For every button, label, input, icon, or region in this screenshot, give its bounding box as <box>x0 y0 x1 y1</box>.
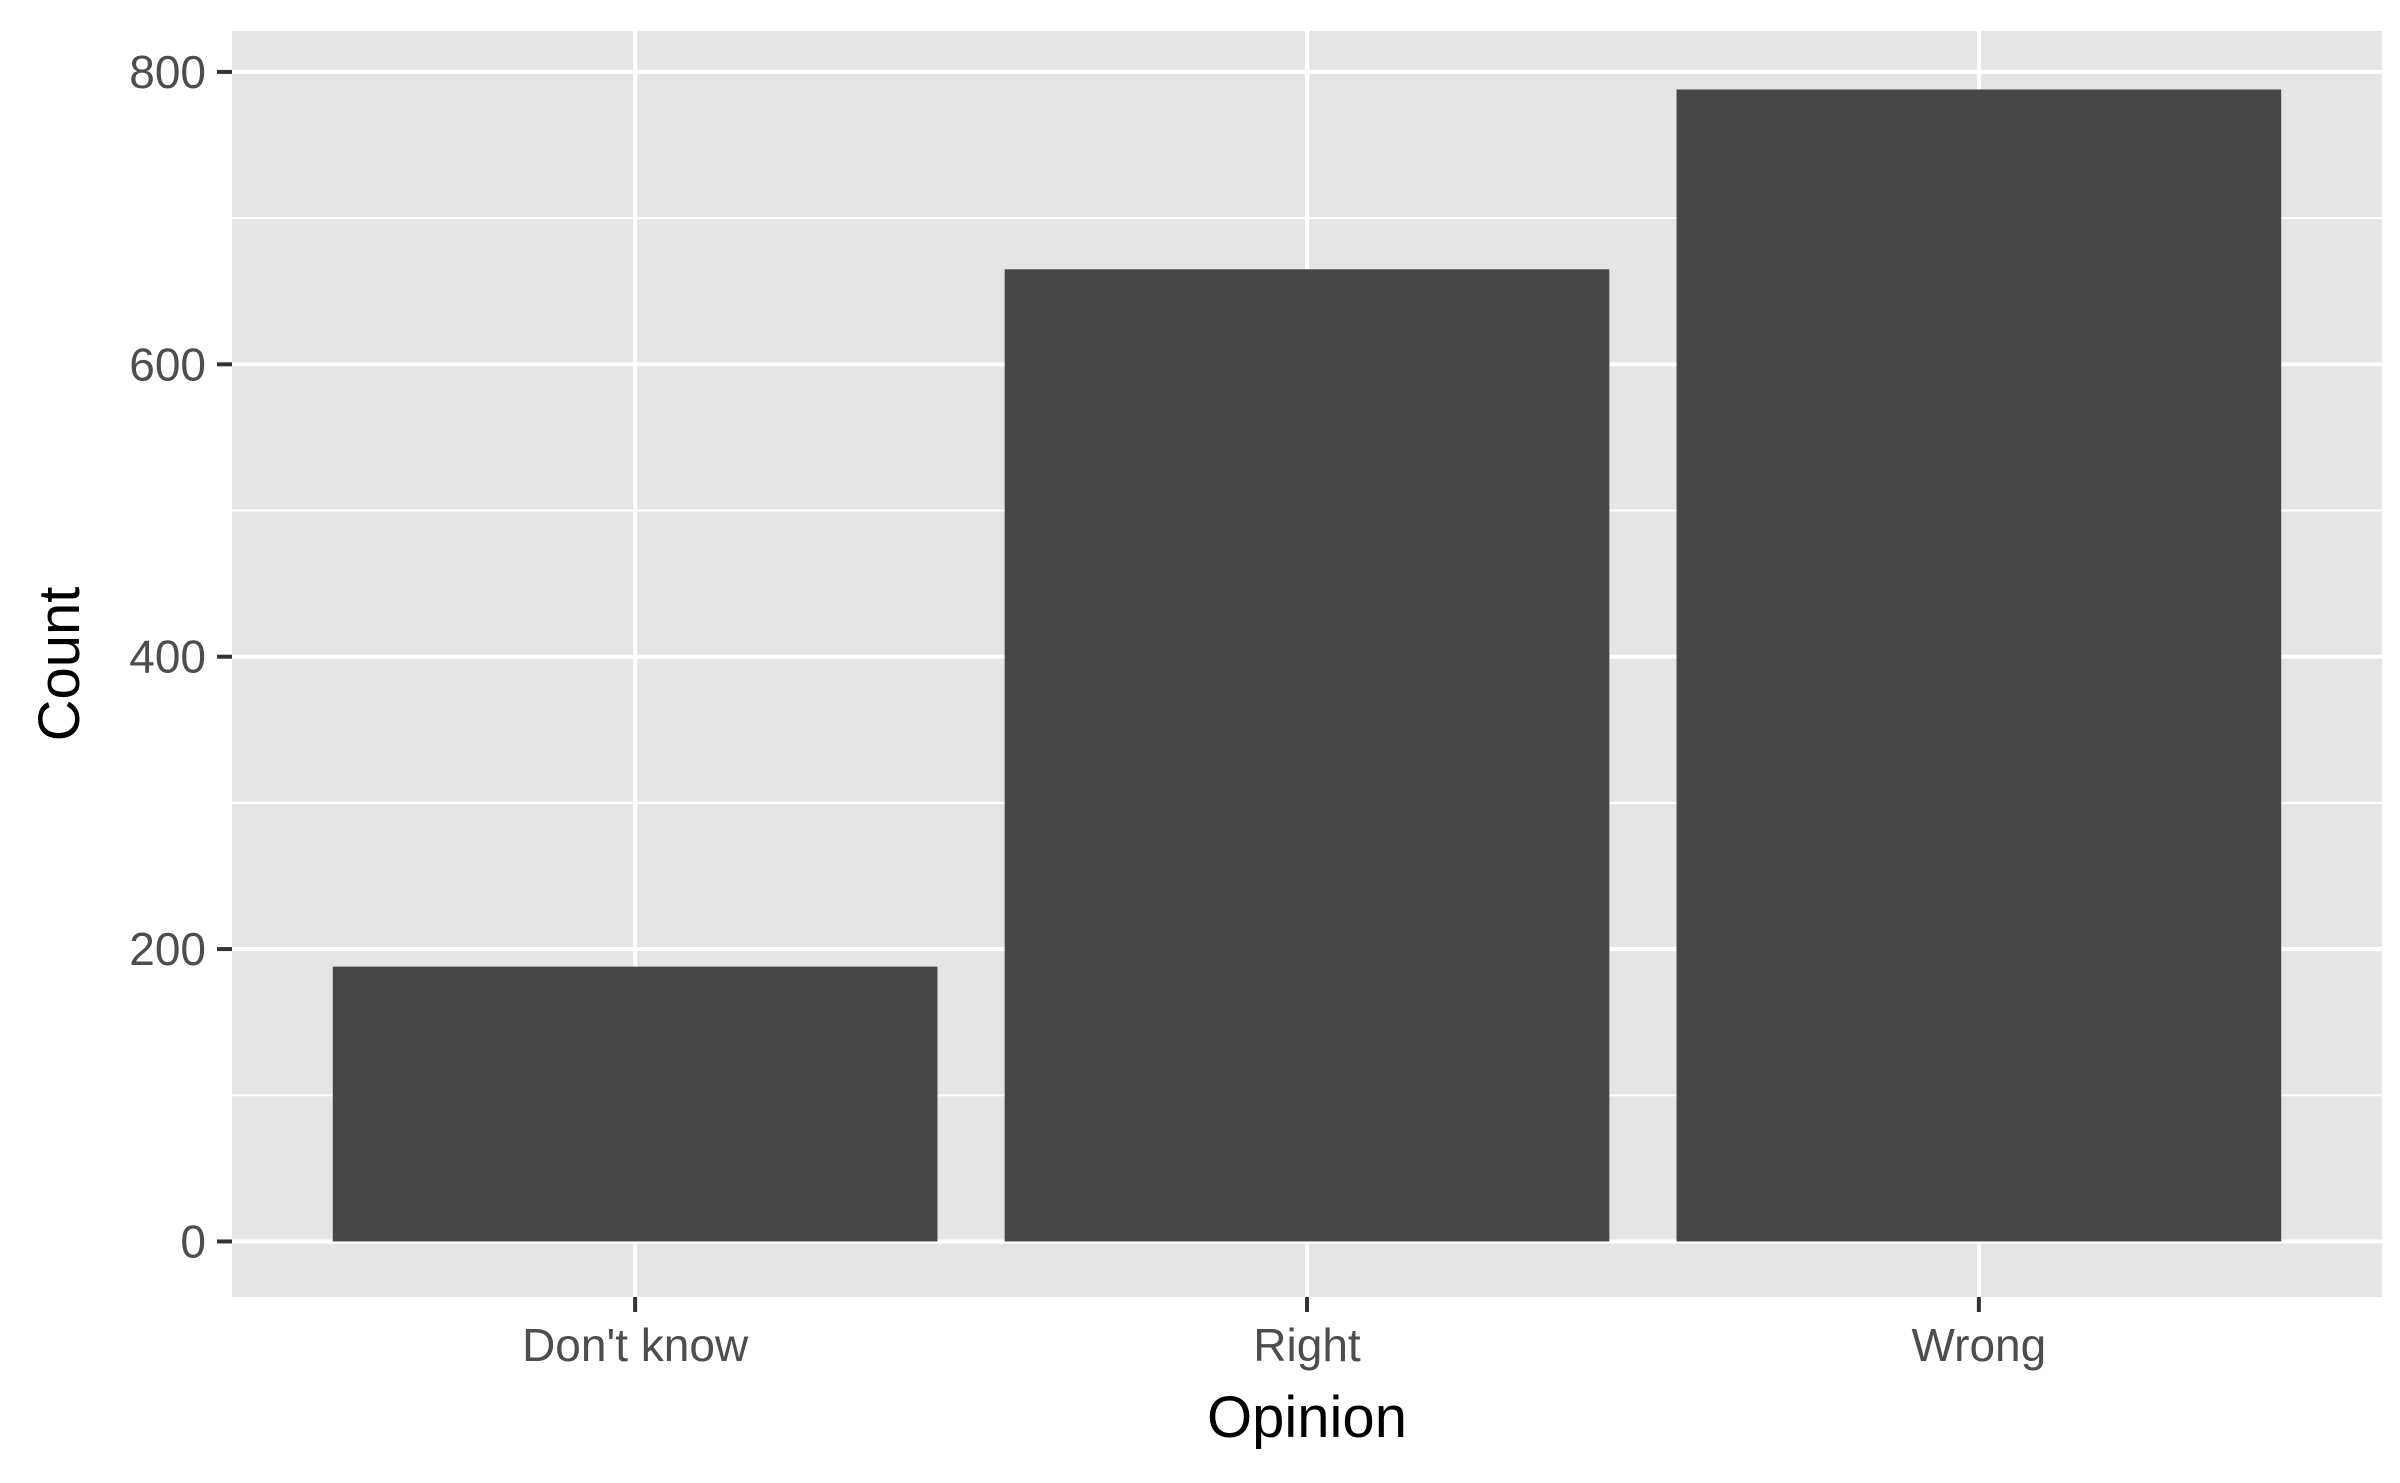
x-axis-title: Opinion <box>1207 1385 1407 1450</box>
x-tick-label: Wrong <box>1912 1319 2047 1371</box>
x-axis: Don't know Right Wrong <box>522 1297 2046 1371</box>
y-tick-label: 400 <box>129 631 206 683</box>
y-axis-title: Count <box>27 587 92 742</box>
bars <box>332 89 2282 1242</box>
x-tick-label: Don't know <box>522 1319 749 1371</box>
y-tick-label: 0 <box>180 1215 206 1267</box>
y-tick-label: 600 <box>129 338 206 390</box>
bar <box>332 966 938 1242</box>
x-tick-label: Right <box>1253 1319 1361 1371</box>
y-tick-label: 200 <box>129 923 206 975</box>
y-tick-label: 800 <box>129 46 206 98</box>
bar <box>1004 269 1610 1242</box>
y-axis: 0 200 400 600 800 <box>129 46 232 1267</box>
bar <box>1676 89 2282 1242</box>
